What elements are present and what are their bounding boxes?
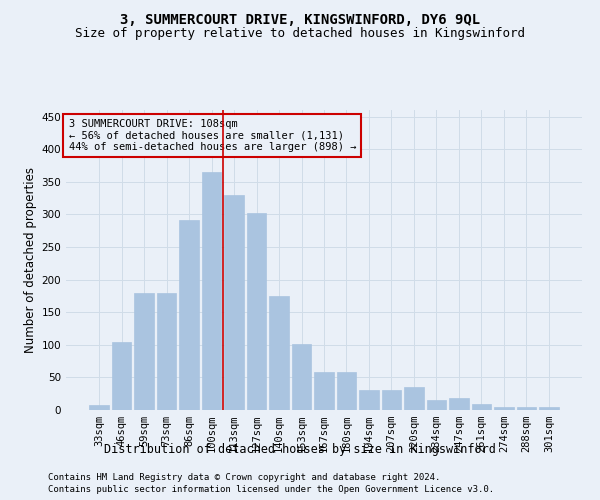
Bar	[89, 405, 109, 410]
Text: Distribution of detached houses by size in Kingswinford: Distribution of detached houses by size …	[104, 442, 496, 456]
Text: 3 SUMMERCOURT DRIVE: 108sqm
← 56% of detached houses are smaller (1,131)
44% of : 3 SUMMERCOURT DRIVE: 108sqm ← 56% of det…	[68, 119, 356, 152]
Bar	[472, 404, 491, 410]
Bar	[404, 387, 424, 410]
Bar	[202, 172, 221, 410]
Bar	[382, 390, 401, 410]
Bar	[337, 372, 356, 410]
Bar	[134, 294, 154, 410]
Bar	[247, 213, 266, 410]
Text: Size of property relative to detached houses in Kingswinford: Size of property relative to detached ho…	[75, 28, 525, 40]
Bar	[494, 406, 514, 410]
Bar	[517, 406, 536, 410]
Bar	[179, 220, 199, 410]
Text: 3, SUMMERCOURT DRIVE, KINGSWINFORD, DY6 9QL: 3, SUMMERCOURT DRIVE, KINGSWINFORD, DY6 …	[120, 12, 480, 26]
Bar	[359, 390, 379, 410]
Bar	[314, 372, 334, 410]
Bar	[449, 398, 469, 410]
Bar	[427, 400, 446, 410]
Bar	[269, 296, 289, 410]
Bar	[539, 408, 559, 410]
Bar	[292, 344, 311, 410]
Bar	[157, 294, 176, 410]
Bar	[112, 342, 131, 410]
Bar	[224, 195, 244, 410]
Text: Contains HM Land Registry data © Crown copyright and database right 2024.: Contains HM Land Registry data © Crown c…	[48, 472, 440, 482]
Y-axis label: Number of detached properties: Number of detached properties	[24, 167, 37, 353]
Text: Contains public sector information licensed under the Open Government Licence v3: Contains public sector information licen…	[48, 485, 494, 494]
